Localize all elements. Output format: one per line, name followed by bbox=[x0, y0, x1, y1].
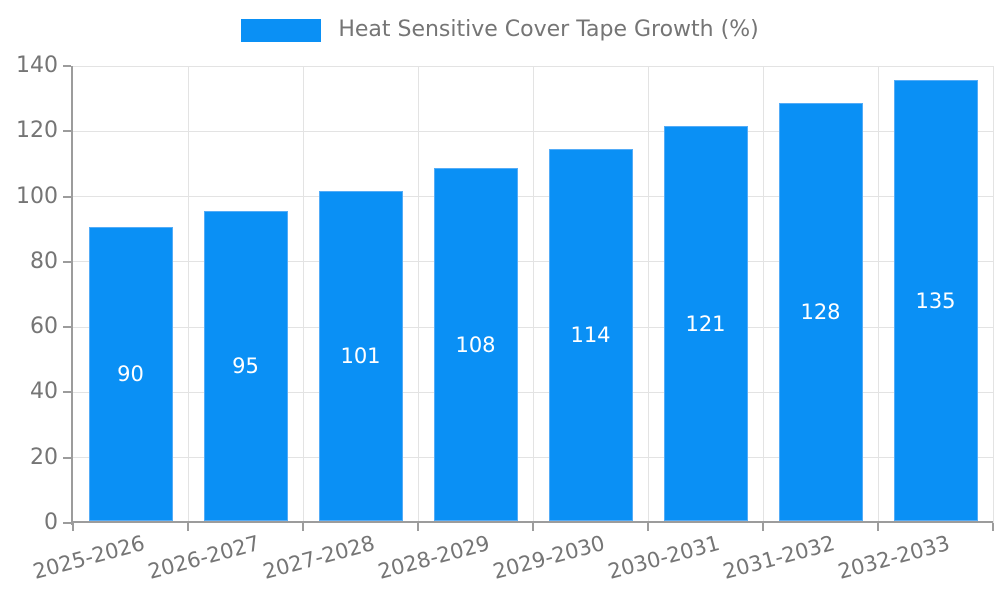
y-axis-tick-label: 20 bbox=[30, 444, 58, 470]
y-tick bbox=[63, 130, 71, 133]
y-axis-tick-label: 80 bbox=[30, 248, 58, 274]
legend-swatch[interactable] bbox=[241, 18, 322, 42]
bar[interactable]: 101 bbox=[318, 191, 403, 521]
v-gridline bbox=[762, 66, 764, 523]
y-tick bbox=[63, 456, 71, 459]
y-tick bbox=[63, 326, 71, 329]
x-tick bbox=[992, 523, 994, 531]
bar[interactable]: 95 bbox=[203, 210, 288, 521]
x-tick bbox=[302, 523, 304, 531]
bar[interactable]: 121 bbox=[663, 126, 748, 521]
v-gridline bbox=[302, 66, 304, 523]
y-axis-line bbox=[71, 66, 73, 525]
bar-value-label: 114 bbox=[570, 322, 611, 347]
bar-value-label: 90 bbox=[117, 362, 144, 387]
bar-value-label: 108 bbox=[455, 332, 496, 357]
y-tick bbox=[63, 391, 71, 394]
x-tick bbox=[187, 523, 189, 531]
y-axis-tick-label: 40 bbox=[30, 379, 58, 405]
y-axis-tick-label: 140 bbox=[16, 53, 58, 78]
bar-value-label: 101 bbox=[340, 344, 381, 369]
y-axis-tick-label: 0 bbox=[44, 510, 58, 535]
v-gridline bbox=[417, 66, 419, 523]
legend-label: Heat Sensitive Cover Tape Growth (%) bbox=[338, 17, 759, 42]
x-tick bbox=[532, 523, 534, 531]
y-tick bbox=[63, 522, 71, 524]
y-axis-tick-label: 60 bbox=[30, 314, 58, 340]
bar[interactable]: 135 bbox=[893, 80, 978, 521]
bar[interactable]: 108 bbox=[433, 168, 518, 521]
legend[interactable]: Heat Sensitive Cover Tape Growth (%) bbox=[0, 16, 1000, 44]
y-tick bbox=[63, 260, 71, 263]
x-tick bbox=[762, 523, 764, 531]
x-axis-line bbox=[71, 521, 993, 523]
x-tick bbox=[417, 523, 419, 531]
v-gridline bbox=[532, 66, 534, 523]
x-tick bbox=[877, 523, 879, 531]
y-axis-tick-label: 100 bbox=[16, 183, 58, 209]
bar-value-label: 128 bbox=[800, 300, 841, 325]
x-tick bbox=[72, 523, 74, 531]
bar-value-label: 121 bbox=[685, 311, 726, 336]
plot-area: 90 95 101 108 114 121 128 135 bbox=[63, 65, 994, 531]
bar-value-label: 95 bbox=[232, 353, 259, 378]
v-gridline bbox=[187, 66, 189, 523]
y-tick bbox=[63, 195, 71, 198]
v-gridline bbox=[992, 66, 994, 523]
bar[interactable]: 90 bbox=[88, 227, 173, 521]
y-tick bbox=[63, 65, 71, 67]
y-axis-tick-label: 120 bbox=[16, 118, 58, 144]
bar[interactable]: 114 bbox=[548, 148, 633, 521]
v-gridline bbox=[877, 66, 879, 523]
bar[interactable]: 128 bbox=[778, 103, 863, 521]
v-gridline bbox=[647, 66, 649, 523]
x-tick bbox=[647, 523, 649, 531]
bar-value-label: 135 bbox=[915, 288, 956, 313]
